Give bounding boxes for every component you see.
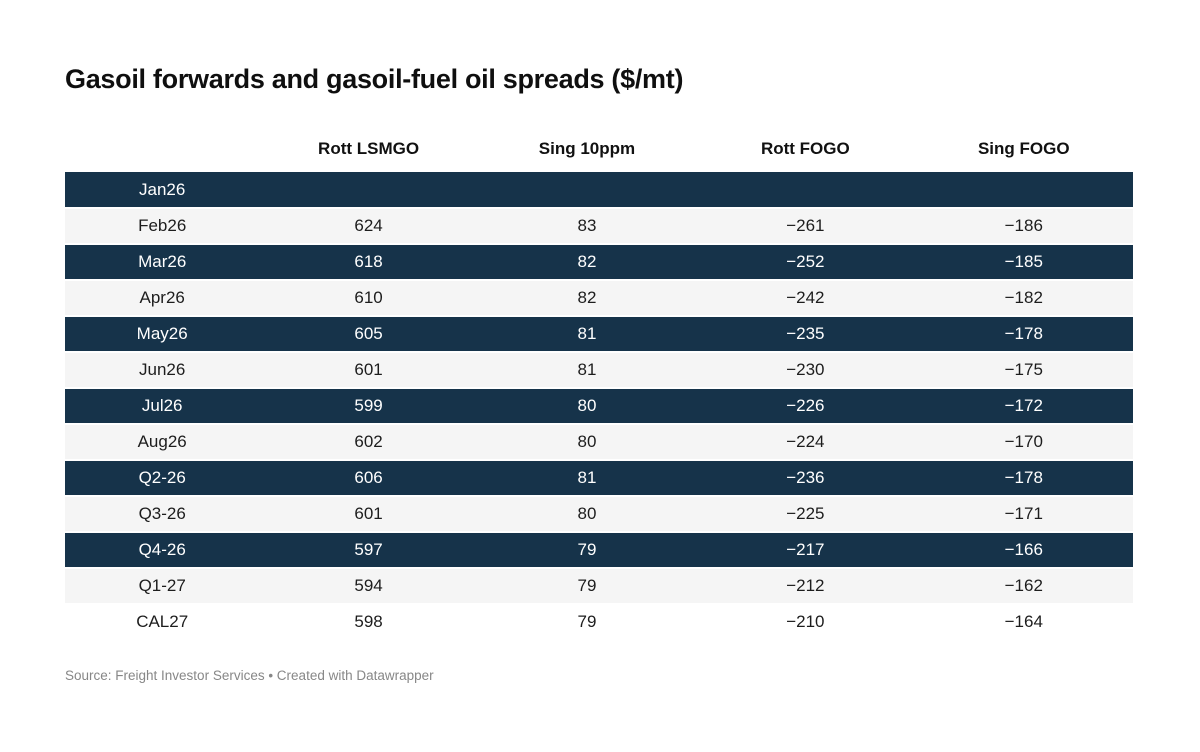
cell-value: 597 bbox=[259, 532, 478, 569]
row-label: Feb26 bbox=[65, 208, 260, 245]
cell-value: 601 bbox=[259, 496, 478, 533]
cell-value: 605 bbox=[259, 316, 478, 353]
row-label: Aug26 bbox=[65, 424, 260, 461]
cell-value: −224 bbox=[696, 424, 915, 461]
row-label-header bbox=[65, 130, 259, 172]
cell-value: 79 bbox=[477, 568, 697, 605]
cell-value: −252 bbox=[696, 244, 915, 281]
cell-value: 599 bbox=[259, 388, 478, 425]
cell-value: −172 bbox=[914, 388, 1133, 425]
cell-value: 81 bbox=[477, 352, 697, 389]
row-label: Mar26 bbox=[65, 244, 260, 281]
table-row: Apr26 610 82 −242 −182 bbox=[65, 280, 1133, 317]
cell-value: 83 bbox=[477, 208, 697, 245]
cell-value: −164 bbox=[914, 604, 1133, 641]
row-label: Jun26 bbox=[65, 352, 260, 389]
table-row: Aug26 602 80 −224 −170 bbox=[65, 424, 1133, 461]
cell-value: −186 bbox=[914, 208, 1133, 245]
table-row: Jul26 599 80 −226 −172 bbox=[65, 388, 1133, 425]
cell-value: 82 bbox=[477, 280, 697, 317]
table-row: Q1-27 594 79 −212 −162 bbox=[65, 568, 1133, 605]
cell-value: 606 bbox=[259, 460, 478, 497]
cell-value: 80 bbox=[477, 388, 697, 425]
forwards-table: Rott LSMGO Sing 10ppm Rott FOGO Sing FOGO J… bbox=[65, 130, 1133, 641]
cell-value: 601 bbox=[259, 352, 478, 389]
cell-value: −178 bbox=[914, 316, 1133, 353]
table-row: Jan26 bbox=[65, 172, 1133, 209]
cell-value bbox=[259, 172, 478, 209]
cell-value: 610 bbox=[259, 280, 478, 317]
cell-value: −261 bbox=[696, 208, 915, 245]
cell-value: −210 bbox=[696, 604, 915, 641]
table-row: Q3-26 601 80 −225 −171 bbox=[65, 496, 1133, 533]
row-label: Q1-27 bbox=[65, 568, 260, 605]
cell-value: 81 bbox=[477, 460, 697, 497]
column-header: Sing 10ppm bbox=[538, 139, 636, 158]
cell-value bbox=[696, 172, 915, 209]
cell-value: −170 bbox=[914, 424, 1133, 461]
cell-value: −242 bbox=[696, 280, 915, 317]
cell-value: 602 bbox=[259, 424, 478, 461]
table-row: Q2-26 606 81 −236 −178 bbox=[65, 460, 1133, 497]
row-label: Q2-26 bbox=[65, 460, 260, 497]
cell-value: −178 bbox=[914, 460, 1133, 497]
cell-value: −230 bbox=[696, 352, 915, 389]
row-label: Q4-26 bbox=[65, 532, 260, 569]
cell-value: −175 bbox=[914, 352, 1133, 389]
cell-value: 81 bbox=[477, 316, 697, 353]
cell-value: 79 bbox=[477, 532, 697, 569]
cell-value: 598 bbox=[259, 604, 478, 641]
cell-value: −217 bbox=[696, 532, 915, 569]
source-note: Source: Freight Investor Services • Crea… bbox=[65, 668, 434, 683]
cell-value: 618 bbox=[259, 244, 478, 281]
cell-value: −162 bbox=[914, 568, 1133, 605]
column-header: Sing FOGO bbox=[977, 139, 1070, 158]
cell-value: −171 bbox=[914, 496, 1133, 533]
cell-value bbox=[914, 172, 1133, 209]
page-title: Gasoil forwards and gasoil-fuel oil spre… bbox=[65, 64, 684, 94]
row-label: May26 bbox=[65, 316, 260, 353]
cell-value: −226 bbox=[696, 388, 915, 425]
table-row: May26 605 81 −235 −178 bbox=[65, 316, 1133, 353]
cell-value: 594 bbox=[259, 568, 478, 605]
cell-value: 80 bbox=[477, 424, 697, 461]
row-label: Q3-26 bbox=[65, 496, 260, 533]
cell-value: 82 bbox=[477, 244, 697, 281]
row-label: Jul26 bbox=[65, 388, 260, 425]
cell-value: −166 bbox=[914, 532, 1133, 569]
cell-value: −185 bbox=[914, 244, 1133, 281]
table-row: CAL27 598 79 −210 −164 bbox=[65, 604, 1133, 641]
table-row: Feb26 624 83 −261 −186 bbox=[65, 208, 1133, 245]
cell-value: 80 bbox=[477, 496, 697, 533]
row-label: Apr26 bbox=[65, 280, 260, 317]
cell-value: −236 bbox=[696, 460, 915, 497]
column-header: Rott LSMGO bbox=[318, 139, 420, 158]
cell-value bbox=[477, 172, 697, 209]
cell-value: 624 bbox=[259, 208, 478, 245]
column-header: Rott FOGO bbox=[760, 139, 850, 158]
cell-value: −212 bbox=[696, 568, 915, 605]
table-row: Jun26 601 81 −230 −175 bbox=[65, 352, 1133, 389]
table-row: Mar26 618 82 −252 −185 bbox=[65, 244, 1133, 281]
cell-value: −225 bbox=[696, 496, 915, 533]
table-row: Q4-26 597 79 −217 −166 bbox=[65, 532, 1133, 569]
table-header-row: Rott LSMGO Sing 10ppm Rott FOGO Sing FOGO bbox=[65, 130, 1133, 172]
row-label: CAL27 bbox=[65, 604, 260, 641]
cell-value: −182 bbox=[914, 280, 1133, 317]
cell-value: −235 bbox=[696, 316, 915, 353]
row-label: Jan26 bbox=[65, 172, 260, 209]
cell-value: 79 bbox=[477, 604, 697, 641]
